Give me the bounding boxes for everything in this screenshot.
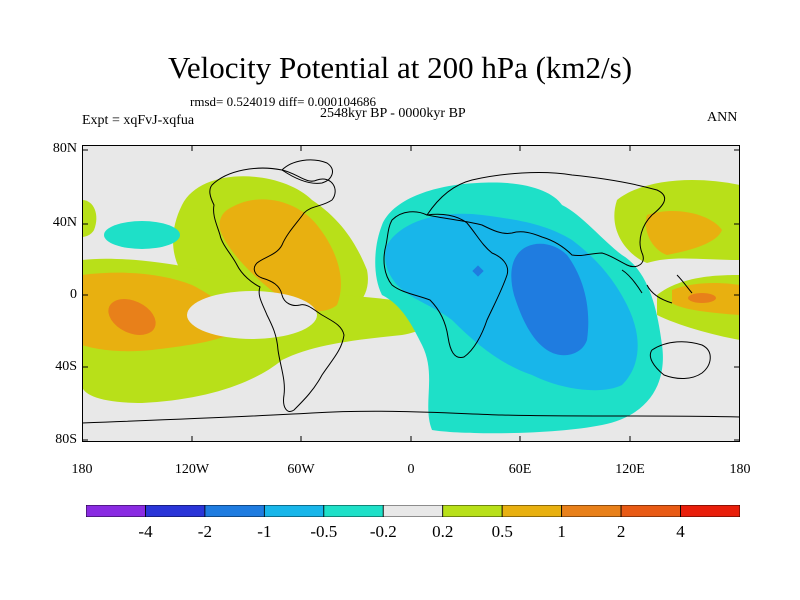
contour-pos-leftedge — [82, 200, 97, 237]
colorbar-label: -1 — [257, 522, 272, 541]
lat-tick-40s: 40S — [55, 359, 77, 374]
lon-tick-0: 0 — [407, 462, 415, 477]
colorbar-label: -4 — [138, 522, 153, 541]
contour-max-westpac — [688, 293, 716, 303]
colorbar-label: 1 — [557, 522, 566, 541]
coastlines — [82, 159, 740, 424]
period-label: 2548kyr BP - 0000kyr BP — [320, 106, 466, 121]
axis-ticks — [82, 145, 740, 442]
coast-antarctica — [82, 410, 740, 424]
velocity-potential-map — [82, 145, 740, 442]
coast-indonesia — [621, 269, 693, 304]
colorbar-swatch — [263, 505, 325, 517]
colorbar-swatch — [204, 505, 265, 517]
colorbar-label: -0.5 — [310, 522, 338, 541]
contour-mid-pacific — [82, 272, 242, 352]
lon-tick-60w: 60W — [287, 462, 315, 477]
colorbar-swatch — [620, 505, 681, 517]
colorbar-swatch — [323, 505, 384, 517]
lat-tick-eq: 0 — [70, 287, 77, 302]
colorbar-label: 2 — [616, 522, 626, 541]
colorbar-swatch — [86, 505, 146, 517]
lon-tick-60e: 60E — [508, 462, 532, 477]
colorbar-swatch — [680, 505, 740, 517]
lon-tick-180w: 180 — [71, 462, 93, 477]
coast-eurasia — [426, 172, 666, 268]
lon-tick-180e: 180 — [729, 462, 751, 477]
contour-mid-americas — [219, 199, 341, 312]
map-panel — [82, 145, 740, 442]
colorbar-label: -2 — [197, 522, 212, 541]
experiment-label: Expt = xqFvJ-xqfua — [82, 113, 195, 128]
colorbar — [86, 505, 740, 517]
contour-neg-northpac — [104, 221, 180, 249]
colorbar-label: 0.2 — [432, 522, 454, 541]
contour-neutral-pacific — [187, 291, 317, 339]
contour-max-pacific — [108, 299, 156, 335]
colorbar-label: 4 — [676, 522, 685, 541]
stats-label: rmsd= 0.524019 diff= 0.000104686 — [190, 94, 376, 109]
lat-tick-80n: 80N — [52, 141, 77, 156]
lat-tick-40n: 40N — [52, 215, 77, 230]
lon-tick-120w: 120W — [174, 462, 210, 477]
lat-tick-80s: 80S — [55, 432, 77, 447]
lon-tick-120e: 120E — [615, 462, 645, 477]
colorbar-swatch — [561, 505, 622, 517]
coast-americas — [209, 167, 345, 412]
colorbar-label: 0.5 — [491, 522, 513, 541]
season-label: ANN — [707, 110, 738, 125]
colorbar-swatch — [442, 505, 503, 517]
figure-title: Velocity Potential at 200 hPa (km2/s) — [167, 50, 633, 85]
colorbar-swatch — [501, 505, 563, 517]
colorbar-swatch — [382, 505, 444, 517]
contour-mid-eastasia — [645, 210, 722, 255]
colorbar-label: -0.2 — [369, 522, 397, 541]
colorbar-swatch — [145, 505, 206, 517]
coast-australia — [649, 341, 711, 379]
contour-neg3-indian — [511, 243, 589, 356]
coast-greenland — [281, 159, 333, 184]
